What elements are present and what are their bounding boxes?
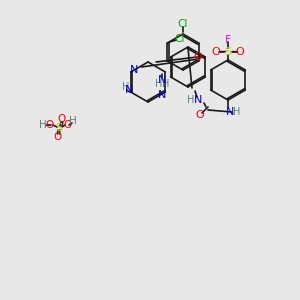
- Text: O: O: [45, 120, 53, 130]
- Text: O: O: [236, 47, 244, 57]
- Text: N: N: [226, 107, 234, 117]
- Text: O: O: [212, 47, 220, 57]
- Text: S: S: [56, 123, 63, 133]
- Text: O: O: [53, 132, 61, 142]
- Text: N: N: [124, 85, 133, 95]
- Text: S: S: [224, 47, 232, 57]
- Text: O: O: [58, 114, 66, 124]
- Text: N: N: [158, 90, 166, 100]
- Text: H: H: [162, 79, 169, 89]
- Text: H: H: [39, 120, 47, 130]
- Text: N: N: [158, 75, 166, 85]
- Text: H: H: [233, 107, 241, 117]
- Text: Cl: Cl: [174, 34, 184, 44]
- Text: N: N: [194, 95, 202, 105]
- Text: O: O: [63, 120, 71, 130]
- Text: H: H: [154, 79, 162, 89]
- Text: N: N: [130, 65, 138, 75]
- Text: H: H: [69, 116, 77, 126]
- Text: Cl: Cl: [178, 19, 188, 29]
- Text: O: O: [193, 52, 202, 62]
- Text: H: H: [187, 95, 195, 105]
- Text: F: F: [225, 35, 231, 45]
- Text: O: O: [196, 110, 204, 120]
- Text: H: H: [122, 82, 129, 92]
